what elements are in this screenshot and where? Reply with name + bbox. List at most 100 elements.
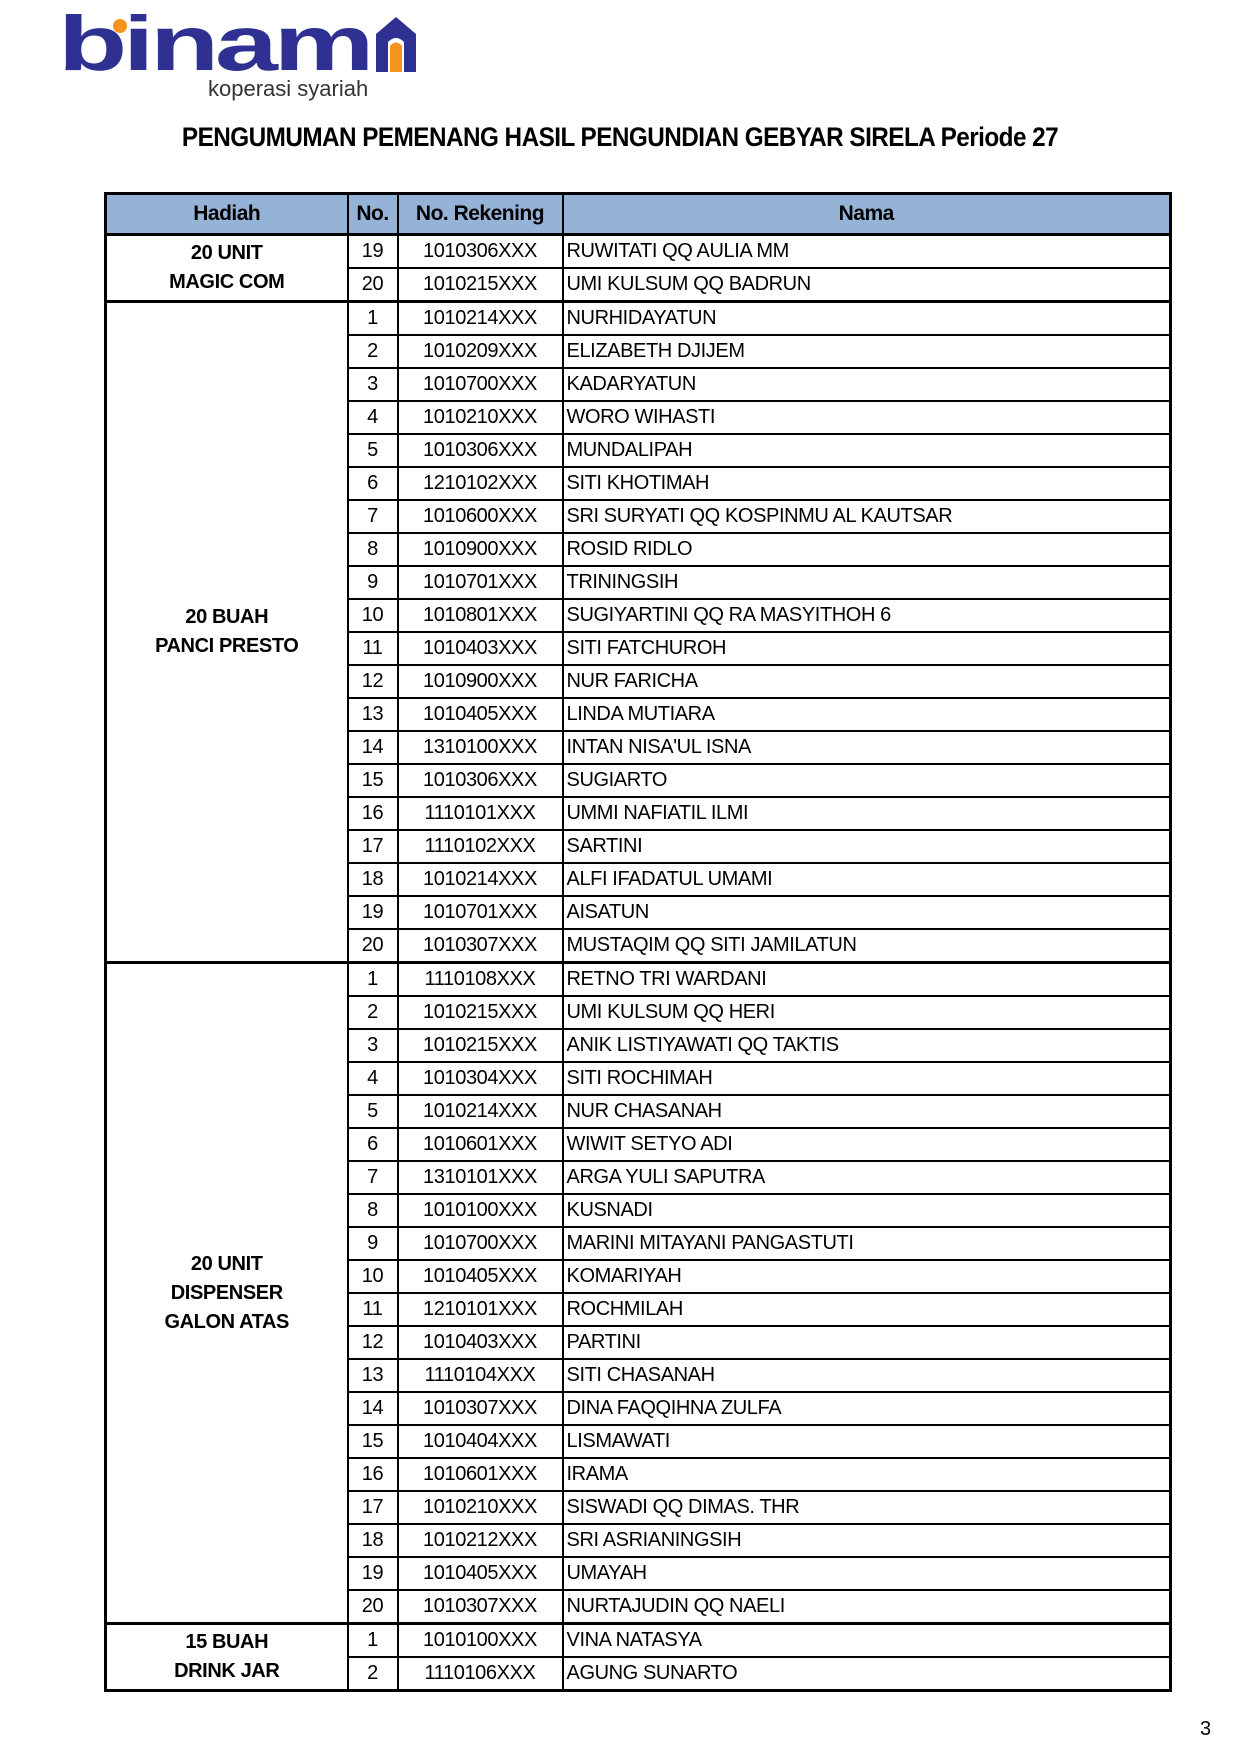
table-row: 8 1010900XXX ROSID RIDLO: [106, 532, 1172, 567]
row-number: 10: [347, 1259, 399, 1294]
table-row: 20 1010215XXX UMI KULSUM QQ BADRUN: [106, 267, 1172, 303]
account-number: 1010600XXX: [397, 499, 564, 534]
winner-name: SUGIARTO: [562, 763, 1172, 798]
row-number: 5: [347, 1094, 399, 1129]
account-number: 1010215XXX: [397, 1028, 564, 1063]
row-number: 7: [347, 1160, 399, 1195]
account-number: 1010405XXX: [397, 1259, 564, 1294]
table-row: 17 1110102XXX SARTINI: [106, 829, 1172, 864]
account-number: 1010306XXX: [397, 763, 564, 798]
table-row: 2 1010215XXX UMI KULSUM QQ HERI: [106, 995, 1172, 1030]
svg-text:binam: binam: [58, 14, 370, 87]
table-row: 9 1010701XXX TRININGSIH: [106, 565, 1172, 600]
prize-cell: 20 BUAH PANCI PRESTO: [105, 300, 349, 964]
row-number: 14: [347, 730, 399, 765]
account-number: 1010214XXX: [397, 300, 564, 336]
winner-name: WORO WIHASTI: [562, 400, 1172, 435]
account-number: 1010801XXX: [397, 598, 564, 633]
table-row: 6 1210102XXX SITI KHOTIMAH: [106, 466, 1172, 501]
account-number: 1010701XXX: [397, 565, 564, 600]
prize-cell: 20 UNIT MAGIC COM: [105, 233, 349, 303]
table-row: 9 1010700XXX MARINI MITAYANI PANGASTUTI: [106, 1226, 1172, 1261]
table-row: 19 1010701XXX AISATUN: [106, 895, 1172, 930]
row-number: 10: [347, 598, 399, 633]
account-number: 1010306XXX: [397, 233, 564, 269]
row-number: 11: [347, 631, 399, 666]
row-number: 2: [347, 334, 399, 369]
row-number: 4: [347, 400, 399, 435]
winner-name: NURHIDAYATUN: [562, 300, 1172, 336]
winner-name: UMAYAH: [562, 1556, 1172, 1591]
row-number: 6: [347, 1127, 399, 1162]
account-number: 1010403XXX: [397, 1325, 564, 1360]
row-number: 2: [347, 995, 399, 1030]
row-number: 6: [347, 466, 399, 501]
table-row: 7 1010600XXX SRI SURYATI QQ KOSPINMU AL KA…: [106, 499, 1172, 534]
table-row: 4 1010210XXX WORO WIHASTI: [106, 400, 1172, 435]
winner-name: MARINI MITAYANI PANGASTUTI: [562, 1226, 1172, 1261]
table-row: 13 1110104XXX SITI CHASANAH: [106, 1358, 1172, 1393]
winner-name: KADARYATUN: [562, 367, 1172, 402]
winner-name: LINDA MUTIARA: [562, 697, 1172, 732]
header-no: No.: [346, 192, 399, 236]
prize-cell: 20 UNIT DISPENSER GALON ATAS: [105, 961, 349, 1625]
row-number: 5: [347, 433, 399, 468]
account-number: 1010212XXX: [397, 1523, 564, 1558]
table-row: 2 1010209XXX ELIZABETH DJIJEM: [106, 334, 1172, 369]
account-number: 1010700XXX: [397, 1226, 564, 1261]
row-number: 1: [347, 961, 399, 997]
account-number: 1010900XXX: [397, 664, 564, 699]
binama-logo: binam koperasi syariah: [58, 0, 428, 104]
row-number: 15: [347, 763, 399, 798]
winner-name: SITI FATCHUROH: [562, 631, 1172, 666]
table-row: 20 UNIT MAGIC COM 19 1010306XXX RUWITATI QQ…: [105, 233, 1172, 303]
winner-name: AGUNG SUNARTO: [562, 1656, 1172, 1692]
winner-name: SISWADI QQ DIMAS. THR: [562, 1490, 1172, 1525]
row-number: 2: [347, 1656, 399, 1692]
logo-tagline: koperasi syariah: [208, 76, 368, 101]
table-row: 20 1010307XXX MUSTAQIM QQ SITI JAMILATUN: [106, 928, 1172, 964]
header-hadiah: Hadiah: [104, 192, 349, 236]
table-row: 17 1010210XXX SISWADI QQ DIMAS. THR: [106, 1490, 1172, 1525]
table-header-row: Hadiah No. No. Rekening Nama: [104, 192, 1172, 236]
account-number: 1010214XXX: [397, 862, 564, 897]
account-number: 1010215XXX: [397, 995, 564, 1030]
account-number: 1010307XXX: [397, 1391, 564, 1426]
account-number: 1110106XXX: [397, 1656, 564, 1692]
account-number: 1010405XXX: [397, 1556, 564, 1591]
winner-name: SARTINI: [562, 829, 1172, 864]
account-number: 1010701XXX: [397, 895, 564, 930]
account-number: 1010601XXX: [397, 1457, 564, 1492]
row-number: 13: [347, 1358, 399, 1393]
table-row: 14 1310100XXX INTAN NISA'UL ISNA: [106, 730, 1172, 765]
account-number: 1010100XXX: [397, 1622, 564, 1658]
table-row: 14 1010307XXX DINA FAQQIHNA ZULFA: [106, 1391, 1172, 1426]
winner-name: RUWITATI QQ AULIA MM: [562, 233, 1172, 269]
row-number: 13: [347, 697, 399, 732]
winner-name: IRAMA: [562, 1457, 1172, 1492]
winner-name: UMI KULSUM QQ BADRUN: [562, 267, 1172, 303]
table-row: 20 BUAH PANCI PRESTO 1 1010214XXX NURHIDAYA…: [105, 300, 1172, 964]
winner-name: VINA NATASYA: [562, 1622, 1172, 1658]
account-number: 1010306XXX: [397, 433, 564, 468]
table-row: 5 1010306XXX MUNDALIPAH: [106, 433, 1172, 468]
winner-name: NURTAJUDIN QQ NAELI: [562, 1589, 1172, 1625]
row-number: 18: [347, 862, 399, 897]
row-number: 11: [347, 1292, 399, 1327]
table-row: 16 1010601XXX IRAMA: [106, 1457, 1172, 1492]
account-number: 1010209XXX: [397, 334, 564, 369]
row-number: 9: [347, 1226, 399, 1261]
row-number: 8: [347, 1193, 399, 1228]
table-row: 18 1010214XXX ALFI IFADATUL UMAMI: [106, 862, 1172, 897]
winner-name: INTAN NISA'UL ISNA: [562, 730, 1172, 765]
table-row: 20 UNIT DISPENSER GALON ATAS 1 1110108XXX R…: [105, 961, 1172, 1625]
winner-name: UMMI NAFIATIL ILMI: [562, 796, 1172, 831]
table-row: 16 1110101XXX UMMI NAFIATIL ILMI: [106, 796, 1172, 831]
account-number: 1110101XXX: [397, 796, 564, 831]
row-number: 16: [347, 1457, 399, 1492]
table-row: 3 1010700XXX KADARYATUN: [106, 367, 1172, 402]
account-number: 1010307XXX: [397, 928, 564, 964]
table-row: 2 1110106XXX AGUNG SUNARTO: [106, 1656, 1172, 1692]
row-number: 17: [347, 829, 399, 864]
winner-name: SRI SURYATI QQ KOSPINMU AL KAUTSAR: [562, 499, 1172, 534]
